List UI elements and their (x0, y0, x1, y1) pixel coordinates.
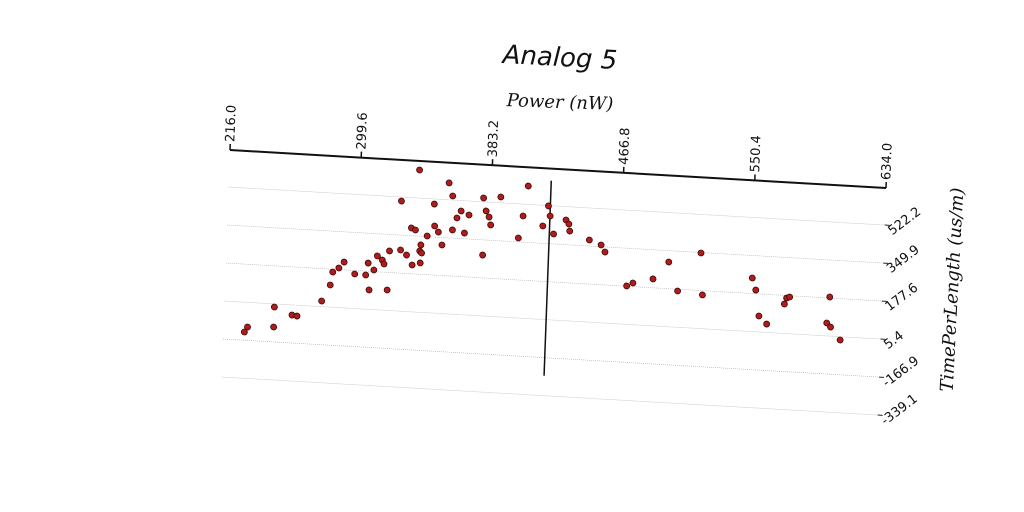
x-tick-label: 466.8 (617, 127, 633, 165)
scatter-point (748, 274, 756, 282)
scatter-point (752, 286, 760, 294)
chart-title: Analog 5 (500, 40, 618, 76)
scatter-point (826, 293, 834, 301)
scatter-point (485, 213, 493, 221)
scatter-point (786, 293, 794, 301)
scatter-point (457, 207, 465, 215)
scatter-point (318, 297, 326, 305)
scatter-point (585, 236, 593, 244)
scatter-point (403, 251, 410, 259)
plot-area: 522.2 349.9 177.6 5.4-166.9-339.1 216.0 299.6… (221, 104, 925, 429)
scatter-point (418, 249, 425, 257)
scatter-point (674, 287, 681, 295)
scatter-point (449, 226, 456, 234)
scatter-point (240, 328, 248, 336)
scatter-point (293, 312, 301, 320)
x-axis (229, 149, 887, 190)
scatter-point (519, 212, 527, 220)
scatter-point (545, 202, 552, 210)
grid-line (227, 224, 884, 264)
grid-line (221, 376, 878, 416)
x-tick-label: 634.0 (879, 142, 895, 180)
scatter-point (453, 214, 461, 222)
scatter-point (326, 281, 334, 289)
scatter-point (514, 234, 522, 242)
scatter-point (386, 247, 393, 255)
scatter-point (465, 211, 473, 219)
scatter-point (449, 192, 457, 200)
grid-line (222, 338, 880, 378)
scatter-point (539, 222, 547, 230)
scatter-point (487, 221, 495, 229)
scatter-point (397, 246, 404, 254)
scatter-point (480, 194, 488, 202)
scatter-point (763, 320, 771, 328)
scatter-point (412, 226, 419, 234)
reference-line (543, 180, 553, 376)
scatter-point (365, 286, 373, 294)
scatter-point (780, 300, 788, 308)
scatter-point (351, 270, 359, 278)
x-tick-label: 216.0 (223, 104, 239, 142)
scatter-point (417, 241, 425, 249)
scatter-point (373, 252, 381, 260)
scatter-point (416, 166, 423, 174)
scatter-point (497, 193, 505, 201)
y-tick-label: 177.6 (883, 280, 922, 314)
scatter-point (479, 251, 487, 259)
scatter-point (364, 259, 372, 267)
scatter-point (430, 200, 438, 208)
scatter-point (438, 241, 446, 249)
scatter-point (550, 230, 557, 238)
y-axis-label: TimePerLength (us/m) (937, 187, 969, 392)
scatter-point (524, 182, 532, 190)
scatter-point (697, 249, 705, 257)
scatter-point (434, 228, 442, 236)
scatter-point (665, 258, 673, 266)
grid-line (224, 300, 881, 340)
scatter-point (565, 220, 573, 228)
scatter-point (408, 261, 416, 269)
y-tick-label: -339.1 (878, 392, 920, 429)
x-axis-label: Power (nW) (505, 90, 613, 115)
scatter-point (335, 264, 343, 272)
scatter-point (649, 275, 657, 283)
grid-line (225, 262, 882, 302)
scatter-point (383, 286, 391, 294)
scatter-point (836, 336, 844, 344)
scatter-point (597, 241, 605, 249)
scatter-point (340, 258, 348, 266)
scatter-point (362, 271, 370, 279)
x-tick-label: 383.2 (486, 120, 502, 158)
scatter-point (629, 279, 637, 287)
scatter-point (445, 179, 453, 187)
scatter-point (623, 282, 631, 290)
scatter-point (546, 212, 554, 220)
scatter-point (566, 227, 574, 235)
scatter-point (601, 248, 609, 256)
scatter-point (380, 260, 388, 268)
scatter-point (827, 323, 834, 331)
grid-line (228, 186, 885, 226)
scatter-point (398, 197, 405, 205)
scatter-point (329, 268, 337, 276)
scatter-point (270, 323, 278, 331)
x-tick-label: 550.4 (748, 135, 764, 173)
scatter-point (270, 303, 278, 311)
scatter-point (699, 291, 706, 299)
scatter-point (370, 266, 378, 274)
x-tick-label: 299.6 (355, 112, 371, 150)
y-tick-label: -166.9 (880, 354, 922, 391)
scatter-point (244, 323, 251, 331)
scatter-point (461, 229, 468, 237)
y-tick-label: 349.9 (884, 242, 923, 276)
scatter-point (431, 222, 439, 230)
scatter-point (482, 207, 490, 215)
y-tick-label: 5.4 (881, 328, 907, 352)
scatter-point (416, 259, 424, 267)
scatter-point (423, 232, 431, 240)
scatter-point (755, 312, 763, 320)
y-tick-label: 522.2 (886, 204, 925, 238)
